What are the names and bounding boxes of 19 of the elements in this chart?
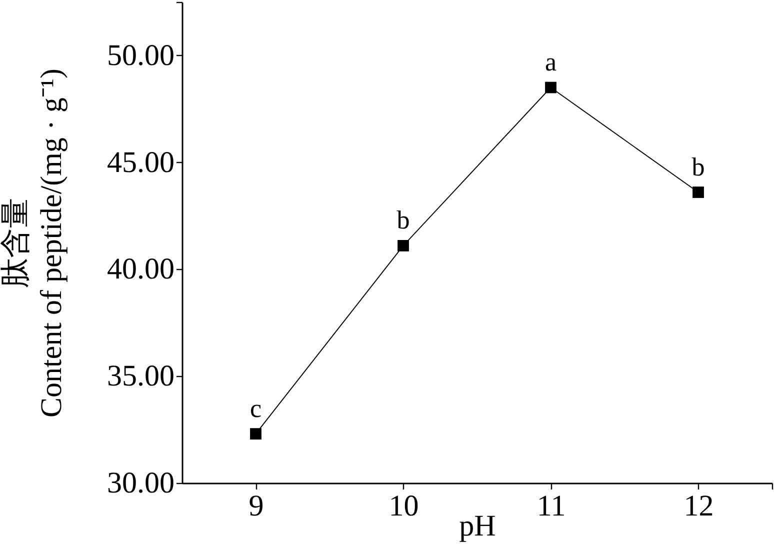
- y-tick-label: 40.00: [107, 252, 174, 286]
- x-tick-label: 10: [388, 490, 419, 522]
- annotation: b: [396, 206, 410, 235]
- x-tick-label: 12: [684, 490, 714, 522]
- y-tick-label: 45.00: [107, 146, 174, 179]
- x-tick-label: 9: [248, 490, 264, 522]
- x-axis-title: pH: [459, 510, 496, 542]
- annotation: c: [250, 394, 262, 423]
- y-tick-label: 50.00: [107, 38, 174, 72]
- annotation: b: [692, 152, 705, 182]
- point: [398, 240, 409, 252]
- y-tick-label: 30.00: [107, 466, 174, 500]
- y-axis-title: 肽含量 Content of peptide/(mg · g⁻¹): [0, 68, 68, 418]
- annotation: a: [544, 48, 557, 77]
- y-tick-label: 35.00: [107, 360, 174, 393]
- point: [545, 82, 556, 94]
- point: [250, 428, 262, 440]
- x-tick-label: 11: [536, 490, 566, 522]
- point: [692, 186, 704, 198]
